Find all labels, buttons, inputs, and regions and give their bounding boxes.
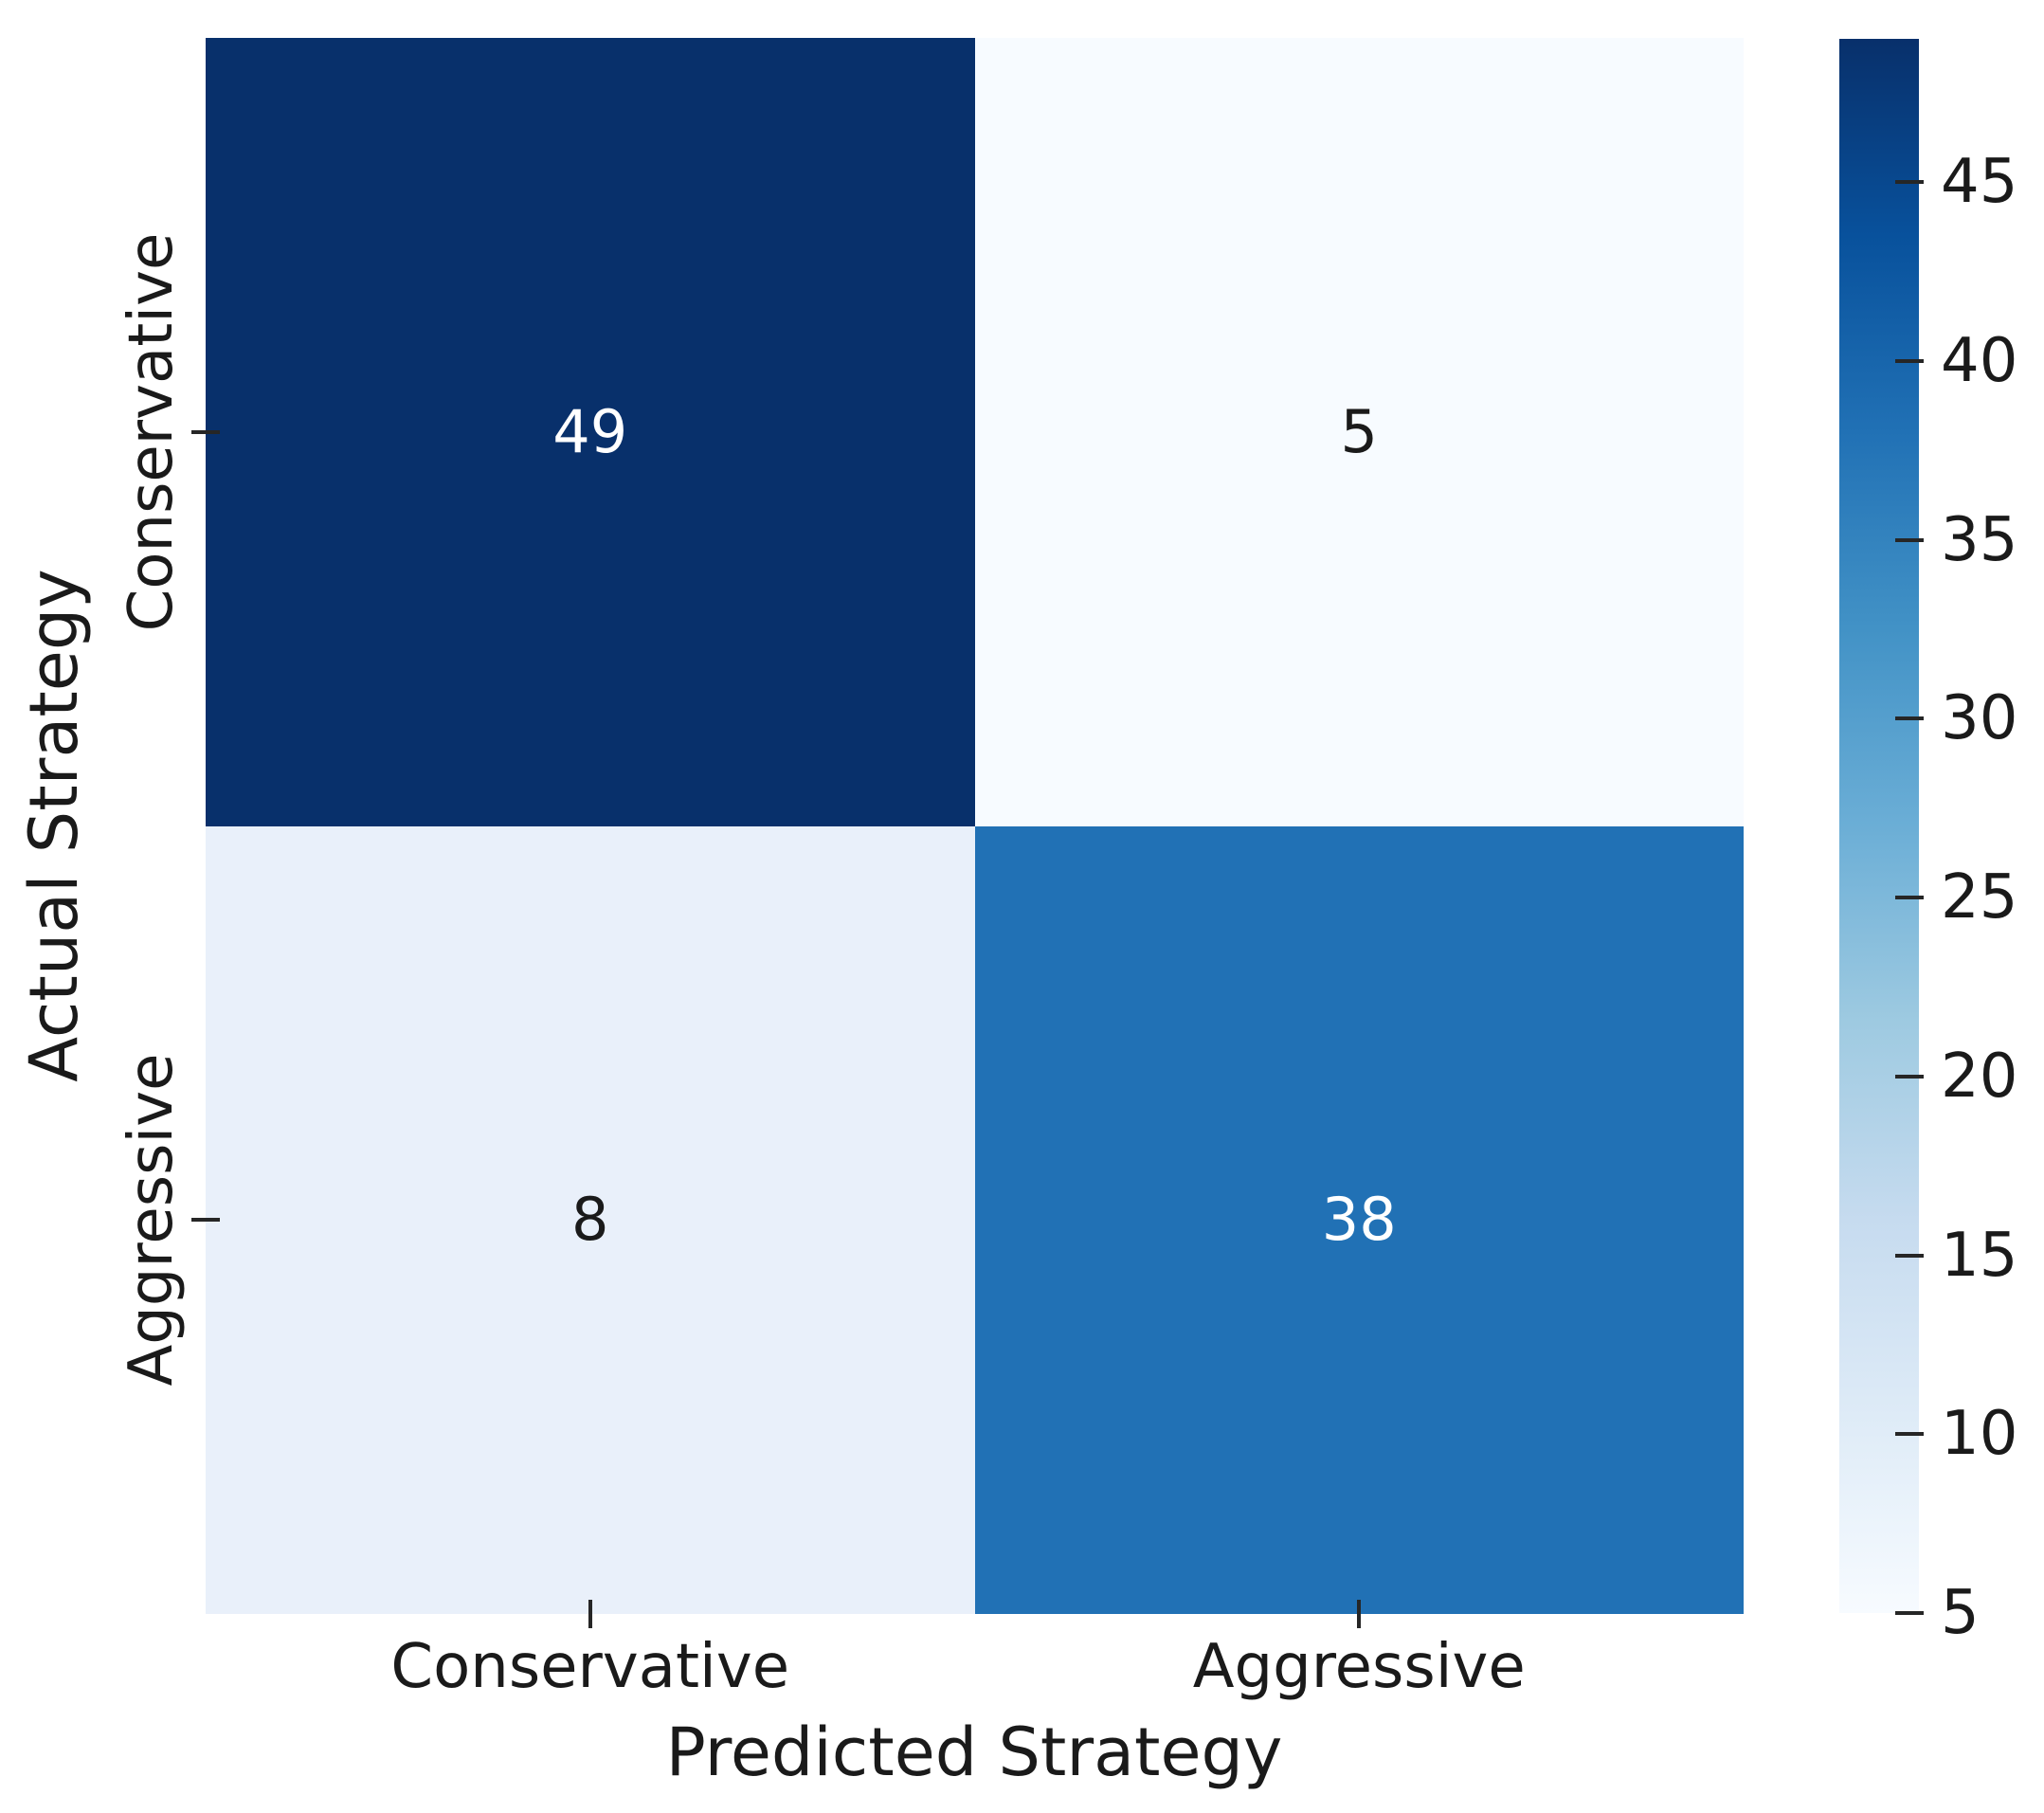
y-tick-mark xyxy=(191,1218,220,1223)
x-tick-label-aggressive: Aggressive xyxy=(1192,1632,1526,1702)
cell-aggressive-conservative: 8 xyxy=(206,825,975,1614)
colorbar-tick-mark xyxy=(1895,537,1924,542)
cell-conservative-aggressive: 5 xyxy=(974,38,1744,826)
colorbar-tick-label-30: 30 xyxy=(1941,683,2018,754)
colorbar-tick-mark xyxy=(1895,896,1924,899)
x-tick-label-conservative: Conservative xyxy=(390,1632,790,1702)
y-tick-label-conservative: Conservative xyxy=(117,232,187,632)
colorbar-tick-label-10: 10 xyxy=(1941,1399,2018,1470)
x-tick-mark xyxy=(588,1600,592,1628)
colorbar-tick-mark xyxy=(1895,180,1924,184)
y-tick-mark xyxy=(191,429,220,434)
x-axis-title: Predicted Strategy xyxy=(665,1713,1283,1791)
colorbar-tick-label-15: 15 xyxy=(1941,1220,2018,1291)
colorbar-tick-label-45: 45 xyxy=(1941,147,2018,217)
heatmap-grid: 49 5 8 38 xyxy=(206,38,1744,1614)
colorbar-tick-mark xyxy=(1895,358,1924,363)
y-tick-label-aggressive: Aggressive xyxy=(117,1053,187,1387)
colorbar-tick-mark xyxy=(1895,716,1924,721)
colorbar-tick-mark xyxy=(1895,1611,1924,1615)
y-axis-title: Actual Strategy xyxy=(15,569,93,1082)
colorbar-tick-label-40: 40 xyxy=(1941,325,2018,396)
colorbar-tick-label-5: 5 xyxy=(1941,1578,1980,1648)
cell-aggressive-aggressive: 38 xyxy=(974,825,1744,1614)
x-tick-mark xyxy=(1357,1600,1362,1628)
colorbar xyxy=(1839,39,1919,1613)
colorbar-tick-mark xyxy=(1895,1432,1924,1437)
colorbar-tick-label-25: 25 xyxy=(1941,862,2018,933)
cell-conservative-conservative: 49 xyxy=(206,38,975,826)
colorbar-tick-label-20: 20 xyxy=(1941,1041,2018,1112)
colorbar-tick-mark xyxy=(1895,1253,1924,1258)
colorbar-tick-mark xyxy=(1895,1074,1924,1079)
colorbar-tick-label-35: 35 xyxy=(1941,504,2018,575)
